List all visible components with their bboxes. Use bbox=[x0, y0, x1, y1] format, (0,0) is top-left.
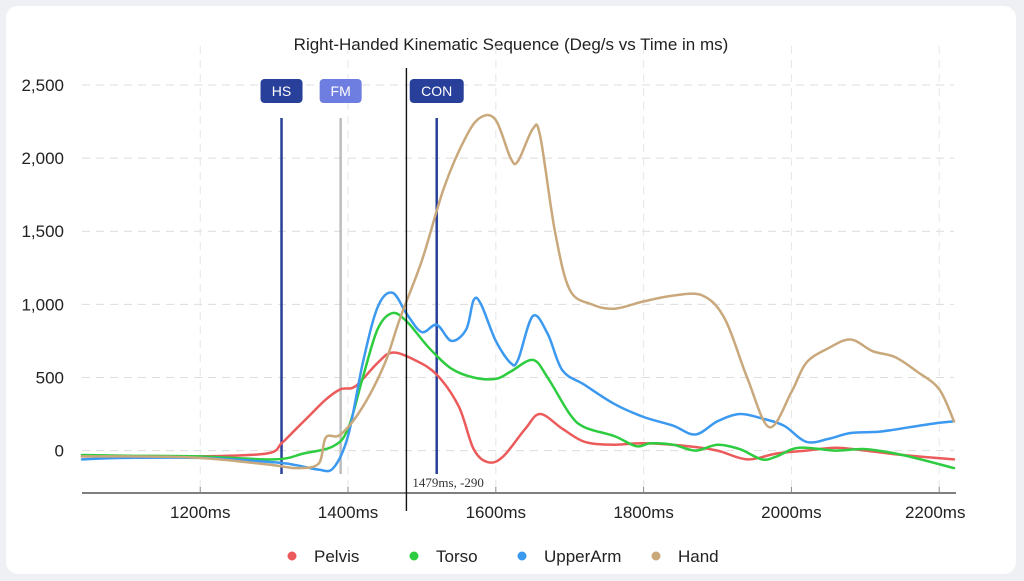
x-tick-label: 2200ms bbox=[905, 503, 965, 522]
marker-badge-hs bbox=[260, 79, 303, 103]
legend-label-torso: Torso bbox=[436, 547, 478, 566]
chart-card: Right-Handed Kinematic Sequence (Deg/s v… bbox=[6, 6, 1016, 574]
crosshair-cursor: 1479ms, -290 bbox=[405, 68, 484, 511]
legend-swatch-upperarm bbox=[517, 551, 527, 561]
series-line-upperarm bbox=[80, 291, 956, 473]
series-line-torso bbox=[80, 311, 956, 470]
y-tick-label: 0 bbox=[55, 442, 64, 461]
marker-badge-fm bbox=[319, 79, 362, 103]
x-tick-label: 1600ms bbox=[466, 503, 526, 522]
axes-layer: 0 500 1,000 1,500 2,000 2,500 1200ms 1400ms 1600… bbox=[21, 76, 965, 522]
y-tick-label: 2,500 bbox=[21, 76, 64, 95]
marker-label-con: CON bbox=[421, 83, 452, 99]
legend-label-pelvis: Pelvis bbox=[314, 547, 359, 566]
x-tick-label: 1200ms bbox=[170, 503, 230, 522]
marker-label-hs: HS bbox=[272, 83, 291, 99]
marker-label-fm: FM bbox=[331, 83, 351, 99]
legend: Pelvis Torso UpperArm Hand bbox=[287, 547, 719, 566]
series-line-hand bbox=[80, 113, 956, 470]
legend-swatch-hand bbox=[651, 551, 661, 561]
y-tick-label: 1,000 bbox=[21, 295, 64, 314]
grid-layer bbox=[82, 46, 954, 493]
y-tick-label: 2,000 bbox=[21, 149, 64, 168]
line-chart[interactable]: Right-Handed Kinematic Sequence (Deg/s v… bbox=[6, 6, 1016, 574]
chart-title: Right-Handed Kinematic Sequence (Deg/s v… bbox=[294, 35, 729, 54]
y-tick-label: 1,500 bbox=[21, 222, 64, 241]
legend-label-hand: Hand bbox=[678, 547, 719, 566]
x-tick-label: 2000ms bbox=[761, 503, 821, 522]
x-tick-label: 1800ms bbox=[613, 503, 673, 522]
cursor-readout: 1479ms, -290 bbox=[412, 475, 484, 490]
legend-swatch-pelvis bbox=[287, 551, 297, 561]
event-markers: HS FM CON bbox=[260, 79, 464, 474]
series-line-pelvis bbox=[80, 351, 956, 464]
legend-swatch-torso bbox=[409, 551, 419, 561]
y-tick-label: 500 bbox=[36, 368, 64, 387]
series-layer bbox=[80, 113, 956, 473]
marker-badge-con bbox=[409, 79, 464, 103]
x-tick-label: 1400ms bbox=[318, 503, 378, 522]
legend-label-upperarm: UpperArm bbox=[544, 547, 621, 566]
